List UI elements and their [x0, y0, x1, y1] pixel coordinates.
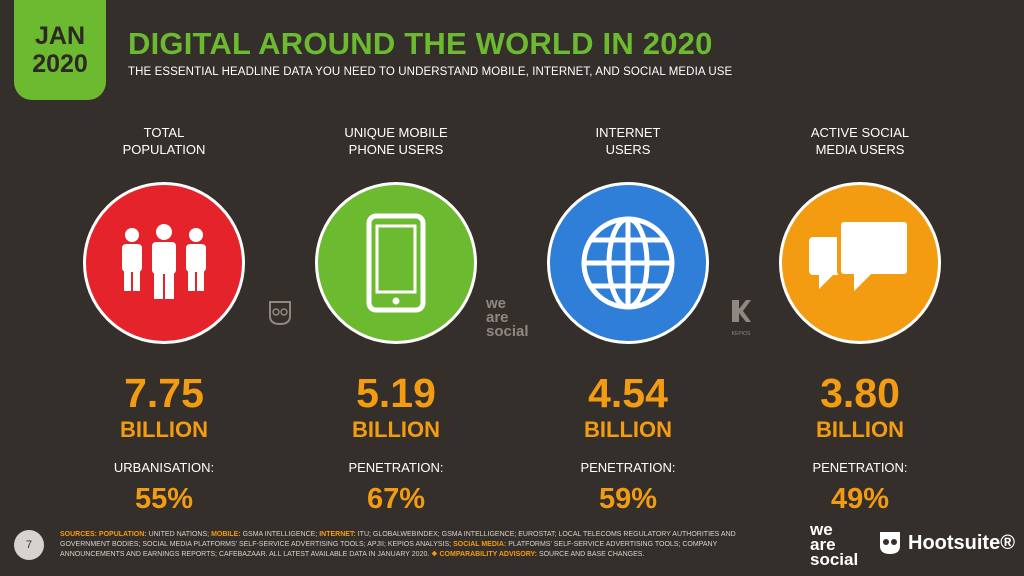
date-year: 2020 [32, 50, 88, 78]
hootsuite-owl-watermark-icon [268, 300, 292, 331]
metric-unit: BILLION [352, 417, 440, 442]
globe-icon-circle [547, 182, 709, 344]
metric-value: 5.19 [356, 370, 436, 416]
mobile-phone-icon [366, 213, 426, 313]
metric-mobile-users: UNIQUE MOBILE PHONE USERS 5.19 BILLION P… [281, 124, 511, 515]
page-subtitle: THE ESSENTIAL HEADLINE DATA YOU NEED TO … [128, 66, 733, 78]
hootsuite-logo: Hootsuite® [878, 530, 1015, 556]
date-badge: JAN 2020 [14, 0, 106, 100]
chat-bubbles-icon-circle [779, 182, 941, 344]
hootsuite-owl-icon [880, 532, 900, 554]
metric-value: 4.54 [588, 370, 668, 416]
metric-label: INTERNET USERS [595, 125, 661, 157]
people-icon [122, 224, 206, 299]
metric-social-media-users: ACTIVE SOCIAL MEDIA USERS 3.80 BILLION P… [745, 124, 975, 515]
metric-sub-label: PENETRATION: [580, 460, 676, 475]
metric-internet-users: INTERNET USERS 4.54 BILLION PENETRATION:… [513, 124, 743, 515]
metric-sub-value: 55% [134, 483, 194, 515]
globe-icon [581, 216, 675, 310]
metric-value: 3.80 [820, 370, 900, 416]
kepios-logo-icon [732, 300, 751, 322]
metric-sub-label: PENETRATION: [348, 460, 444, 475]
metric-unit: BILLION [584, 417, 672, 442]
chat-bubbles-icon [809, 218, 911, 301]
metric-label: ACTIVE SOCIAL MEDIA USERS [810, 125, 910, 157]
mobile-phone-icon-circle [315, 182, 477, 344]
metric-value: 7.75 [124, 370, 204, 416]
date-month: JAN [34, 22, 85, 50]
footer-sources: SOURCES: POPULATION: UNITED NATIONS; MOB… [60, 531, 736, 558]
page-number: 7 [14, 530, 44, 560]
metric-sub-value: 49% [830, 483, 890, 515]
people-icon-circle [83, 182, 245, 344]
metric-label: UNIQUE MOBILE PHONE USERS [344, 125, 448, 157]
metric-total-population: TOTAL POPULATION 7.75 BILLION URBANISATI… [49, 124, 279, 515]
metric-unit: BILLION [120, 417, 208, 442]
metric-label: TOTAL POPULATION [122, 125, 206, 157]
page-title: DIGITAL AROUND THE WORLD IN 2020 [128, 26, 713, 61]
hootsuite-wordmark: Hootsuite® [908, 531, 1015, 554]
kepios-watermark: KEPIOS [730, 298, 752, 337]
metric-sub-value: 59% [598, 483, 658, 515]
we-are-social-watermark: we are social [486, 295, 529, 340]
we-are-social-logo: we are social [810, 520, 859, 569]
metric-sub-value: 67% [366, 483, 426, 515]
metric-sub-label: PENETRATION: [812, 460, 908, 475]
metric-sub-label: URBANISATION: [113, 460, 215, 475]
metric-unit: BILLION [816, 417, 904, 442]
